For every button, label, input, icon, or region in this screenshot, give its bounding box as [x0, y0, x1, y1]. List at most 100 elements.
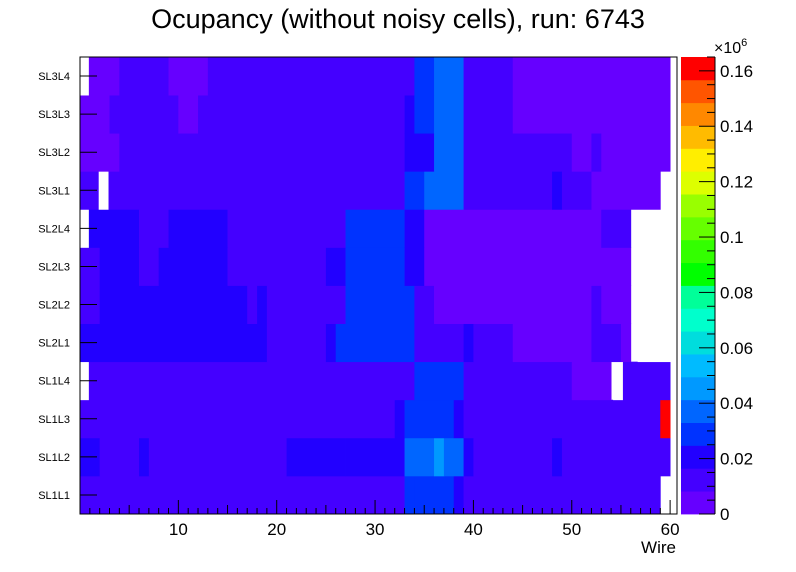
- empty-cell-sl3l1-0: [98, 171, 109, 210]
- heatmap-cell-sl2l2-1: [99, 285, 160, 324]
- empty-cell-sl2l2-0: [637, 285, 677, 324]
- heatmap-cell-sl2l2-2: [158, 285, 248, 324]
- heatmap-cell-sl3l1-4: [463, 171, 553, 210]
- heatmap-cell-sl3l3-1: [109, 95, 179, 134]
- heatmap-cell-sl3l3-6: [434, 95, 464, 134]
- heatmap-cell-sl2l3-7: [404, 247, 425, 286]
- palette-swatch: [681, 57, 715, 81]
- x-axis: 10 20 30 40 50 60: [89, 500, 680, 539]
- chart-title: Ocupancy (without noisy cells), run: 674…: [151, 4, 645, 34]
- heatmap-cell-sl1l1-4: [463, 475, 661, 515]
- palette-swatch: [681, 399, 715, 423]
- plot-frame: [79, 56, 678, 515]
- heatmap-cell-sl2l2-6: [345, 285, 415, 324]
- y-tick-label: SL3L1: [38, 185, 70, 197]
- heatmap-cell-sl2l4-6: [404, 209, 425, 248]
- palette-swatch: [681, 445, 715, 469]
- multiplier-exponent: 6: [741, 37, 747, 49]
- y-tick-label: SL2L4: [38, 223, 70, 235]
- y-tick-label: SL2L2: [38, 300, 70, 312]
- heatmap-cell-sl3l2-2: [404, 133, 435, 172]
- heatmap-cell-sl1l4-3: [571, 361, 612, 401]
- multiplier-base: ×10: [714, 40, 741, 57]
- y-tick-label: SL2L1: [38, 338, 70, 350]
- x-tick-label: 40: [464, 520, 483, 539]
- palette-swatch: [681, 285, 715, 309]
- heatmap-cell-sl2l1-6: [424, 323, 464, 363]
- x-tick-label: 50: [562, 520, 581, 539]
- color-tick-label: 0.1: [720, 228, 744, 247]
- palette-swatch: [681, 376, 715, 401]
- heatmap-cell-sl2l4-1: [99, 209, 140, 248]
- heatmap-cell-sl3l1-2: [404, 171, 425, 210]
- heatmap-cell-sl3l1-1: [99, 171, 405, 210]
- heatmap-cell-sl1l2-1: [99, 437, 140, 477]
- heatmap-cell-sl3l4-5: [434, 57, 464, 96]
- heatmap-cell-sl2l2-7: [414, 285, 435, 324]
- palette-swatch: [681, 194, 715, 218]
- heatmap-cell-sl3l4-6: [463, 57, 514, 96]
- empty-cell-sl2l1-0: [637, 323, 677, 363]
- empty-cell-sl2l3-0: [637, 247, 677, 286]
- heatmap-cell-sl1l3-0: [80, 399, 396, 439]
- heatmap-cell-sl2l3-8: [424, 247, 632, 286]
- heatmap-cell-sl1l1-0: [80, 475, 405, 515]
- heatmap-cell-sl3l4-3: [207, 57, 415, 96]
- heatmap-cell-sl2l2-9: [591, 285, 602, 324]
- heatmap-cell-sl1l3-5: [660, 399, 671, 439]
- heatmap-cell-sl3l1-3: [424, 171, 464, 210]
- heatmap-cell-sl2l1-4: [335, 323, 415, 363]
- x-tick-label: 20: [267, 520, 286, 539]
- palette-swatch: [681, 216, 715, 241]
- palette-swatch: [681, 262, 715, 286]
- heatmap-cell-sl3l2-4: [463, 133, 573, 172]
- heatmap-cell-sl1l1-1: [404, 475, 415, 515]
- heatmap-cell-sl3l3-7: [463, 95, 514, 134]
- heatmap-cell-sl1l2-7: [434, 437, 445, 477]
- heatmap-cell-sl3l2-3: [434, 133, 464, 172]
- heatmap-cell-sl2l3-2: [139, 247, 160, 286]
- palette-swatch: [681, 308, 715, 332]
- heatmap-cell-sl1l3-3: [453, 399, 464, 439]
- heatmap-cell-sl3l4-4: [414, 57, 435, 96]
- color-axis-multiplier: ×106: [714, 37, 747, 57]
- y-tick-label: SL2L3: [38, 261, 70, 273]
- heatmap-cell-sl1l2-8: [443, 437, 464, 477]
- empty-cell-sl2l4-1: [637, 209, 677, 248]
- color-tick-label: 0.06: [720, 339, 753, 358]
- y-axis: SL1L1 SL1L2 SL1L3 SL1L4 SL2L1 SL2L2 SL2L3 SL2L4…: [38, 71, 97, 502]
- y-tick-label: SL1L2: [38, 452, 70, 464]
- plot-border: [79, 56, 678, 515]
- heatmap-cell-sl2l4-2: [139, 209, 169, 248]
- heatmap-cell-sl2l1-8: [473, 323, 514, 363]
- heatmap-cell-sl1l4-4: [620, 361, 671, 401]
- y-tick-label: SL3L4: [38, 71, 70, 83]
- palette-swatch: [681, 491, 715, 515]
- palette-swatch: [681, 79, 715, 104]
- heatmap-cell-sl2l1-10: [591, 323, 622, 363]
- y-tick-label: SL1L3: [38, 414, 70, 426]
- heatmap-cell-sl2l4-8: [601, 209, 632, 248]
- heatmap-cell-sl2l2-4: [257, 285, 268, 324]
- palette-swatch: [681, 239, 715, 264]
- heatmap-cell-sl2l3-3: [158, 247, 228, 286]
- empty-cell-sl1l4-1: [613, 361, 623, 401]
- heatmap-cell-sl1l2-2: [139, 437, 150, 477]
- color-tick-label: 0.16: [720, 62, 753, 81]
- heatmap-cell-sl1l4-2: [463, 361, 573, 401]
- heatmap-cell-sl3l3-5: [414, 95, 435, 134]
- color-tick-label: 0.02: [720, 450, 753, 469]
- heatmap-cell-sl3l2-1: [119, 133, 405, 172]
- x-tick-label: 10: [169, 520, 188, 539]
- heatmap-cell-sl3l3-4: [404, 95, 415, 134]
- palette-swatch: [681, 354, 715, 378]
- heatmap-cell-sl2l1-11: [620, 323, 632, 363]
- heatmap-cell-sl3l3-2: [178, 95, 199, 134]
- heatmap-cell-sl1l3-4: [463, 399, 661, 439]
- x-axis-label: Wire: [641, 538, 676, 557]
- color-axis: 0 0.02 0.04 0.06 0.08 0.1 0.12 0.14 0.16: [699, 56, 753, 524]
- heatmap-cell-sl1l2-6: [404, 437, 435, 477]
- heatmap-cell-sl1l2-10: [473, 437, 553, 477]
- heatmap-cell-sl1l2-12: [561, 437, 671, 477]
- heatmap-cell-sl2l3-1: [99, 247, 140, 286]
